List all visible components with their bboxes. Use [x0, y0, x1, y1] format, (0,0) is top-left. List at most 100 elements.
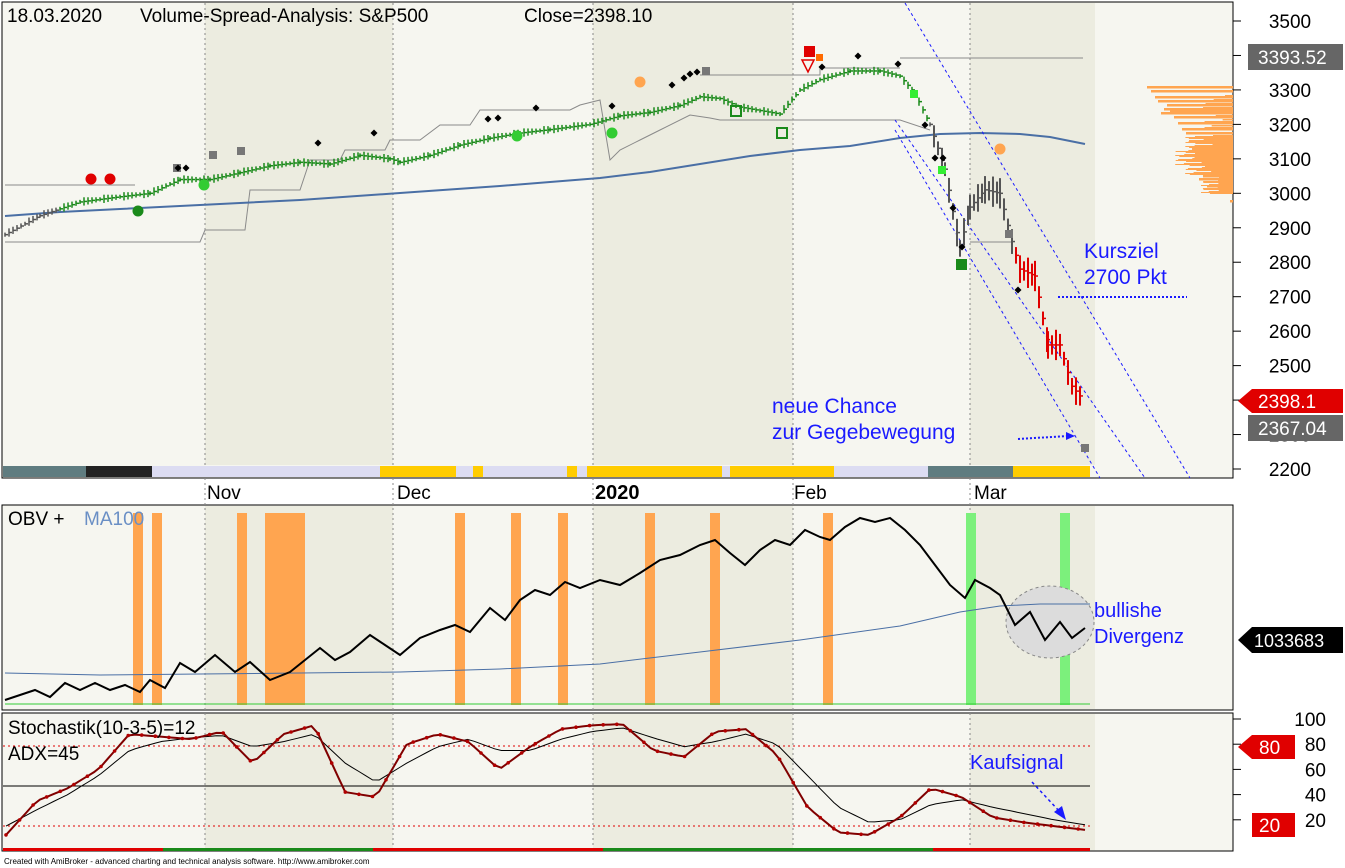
- stoch-k-point: [1076, 827, 1080, 831]
- diamond-marker: [958, 243, 966, 251]
- volume-profile-bar: [1202, 149, 1233, 150]
- neutral-signal-dot: [994, 143, 1006, 155]
- stoch-reference-lines: [3, 745, 1090, 827]
- volume-profile-bar: [1204, 127, 1233, 129]
- volume-profile-bar: [1178, 122, 1233, 125]
- diamond-marker: [314, 139, 322, 147]
- obv-volume-band: [645, 513, 655, 705]
- stoch-20-label: 20: [1259, 816, 1280, 837]
- obv-ma-title: MA100: [84, 509, 144, 530]
- price-label-low: 2367.04: [1258, 419, 1327, 440]
- stoch-k-point: [642, 740, 646, 745]
- obv-volume-band: [265, 513, 305, 705]
- stoch-k-point: [777, 757, 782, 762]
- stoch-k-point: [1062, 825, 1067, 830]
- stoch-k-point: [1035, 822, 1040, 826]
- stoch-k-point: [574, 725, 578, 729]
- price-tick-label: 2900: [1269, 219, 1311, 240]
- volume-profile-bar: [1201, 185, 1233, 186]
- stoch-k-point: [221, 731, 225, 735]
- diamond-marker: [484, 115, 492, 123]
- stoch-k-point: [384, 778, 388, 782]
- price-label-hi: 3393.52: [1258, 48, 1327, 69]
- volume-profile-bar: [1203, 140, 1233, 141]
- volume-profile-bar: [1161, 112, 1233, 115]
- volume-profile-bar: [1185, 137, 1233, 138]
- obv-volume-band: [152, 513, 162, 705]
- volume-profile-bar: [1203, 107, 1233, 109]
- stoch-k-point: [764, 743, 768, 748]
- buy-signal-dot: [606, 127, 618, 139]
- volume-profile-bar: [1155, 96, 1233, 99]
- volume-profile-bar: [1230, 200, 1233, 203]
- x-axis: Nov Dec 2020 Feb Mar: [207, 482, 1007, 504]
- volume-profile-bar: [1215, 115, 1233, 117]
- stoch-k-point: [479, 751, 483, 755]
- diamond-marker: [894, 60, 902, 68]
- stoch-k-point: [601, 723, 605, 727]
- stoch-tick-label: 60: [1305, 760, 1326, 781]
- stoch-k-point: [44, 795, 49, 799]
- chance-text-line1: neue Chance: [772, 395, 897, 418]
- ma100-price-line: [4, 131, 1086, 217]
- obv-volume-band: [558, 513, 568, 705]
- volume-profile-bar: [1203, 181, 1233, 182]
- buy-signal-dot: [132, 205, 144, 217]
- down-triangle-marker: [800, 59, 816, 74]
- volume-profile-bar: [1203, 139, 1233, 140]
- stoch-k-point: [927, 788, 931, 792]
- volume-profile-bar: [1203, 175, 1233, 178]
- volume-profile-bar: [1158, 100, 1233, 103]
- stoch-80-badge: [1238, 735, 1295, 759]
- stoch-k-point: [207, 732, 212, 737]
- stoch-k-point: [995, 816, 999, 820]
- green-square-marker: [910, 90, 918, 98]
- volume-profile-bar: [1185, 152, 1233, 153]
- kaufsignal-arrow-head: [1054, 806, 1066, 820]
- volume-profile-bar: [1185, 169, 1233, 170]
- stoch-k-point: [234, 745, 239, 749]
- stoch-k-point: [519, 751, 524, 755]
- diamond-marker: [174, 164, 182, 172]
- price-tick-label: 3500: [1269, 12, 1311, 33]
- obv-volume-band: [823, 513, 833, 705]
- volume-profile-bar: [1151, 90, 1233, 93]
- volume-profile-bar: [1203, 97, 1233, 99]
- stoch-k-point: [832, 827, 836, 831]
- volume-profile-bar: [1188, 141, 1233, 142]
- volume-profile-bar: [1195, 143, 1233, 144]
- volume-profile-bar: [1201, 178, 1233, 179]
- diamond-marker: [854, 52, 862, 60]
- diamond-marker: [1014, 286, 1022, 294]
- diamond-marker: [939, 154, 947, 162]
- volume-profile-bar: [1209, 193, 1233, 194]
- price-tick-label: 2500: [1269, 357, 1311, 378]
- diamond-marker: [494, 114, 502, 122]
- volume-profile-bar: [1202, 188, 1233, 189]
- volume-profile-bar: [1218, 180, 1233, 181]
- stoch-k-point: [940, 789, 945, 794]
- buy-square-outline: [730, 105, 742, 117]
- stoch-k-point: [302, 726, 307, 730]
- volume-profile-bar: [1204, 121, 1233, 123]
- diamond-marker: [921, 121, 929, 129]
- volume-profile-bar: [1204, 166, 1233, 167]
- volume-profile-bar: [1194, 136, 1233, 137]
- stoch-k-point: [900, 813, 904, 818]
- volume-profile-bar: [1175, 155, 1233, 156]
- stoch-k-point: [370, 794, 375, 799]
- obv-volume-band: [237, 513, 247, 705]
- volume-profile-bar: [1211, 125, 1233, 127]
- stoch-k-point: [615, 722, 619, 727]
- volume-profile-bar: [1203, 117, 1233, 119]
- stoch-k-point: [58, 789, 63, 794]
- sell-signal-dot: [104, 173, 116, 185]
- stoch-k-point: [17, 818, 22, 822]
- stoch-k-point: [72, 782, 76, 787]
- volume-profile-bar: [1212, 144, 1233, 145]
- month-label-feb: Feb: [794, 483, 827, 504]
- volume-profile-bar: [1170, 110, 1233, 113]
- volume-profile-bar: [1189, 147, 1233, 148]
- gray-square-marker: [237, 147, 245, 155]
- volume-profile-bar: [1217, 109, 1233, 111]
